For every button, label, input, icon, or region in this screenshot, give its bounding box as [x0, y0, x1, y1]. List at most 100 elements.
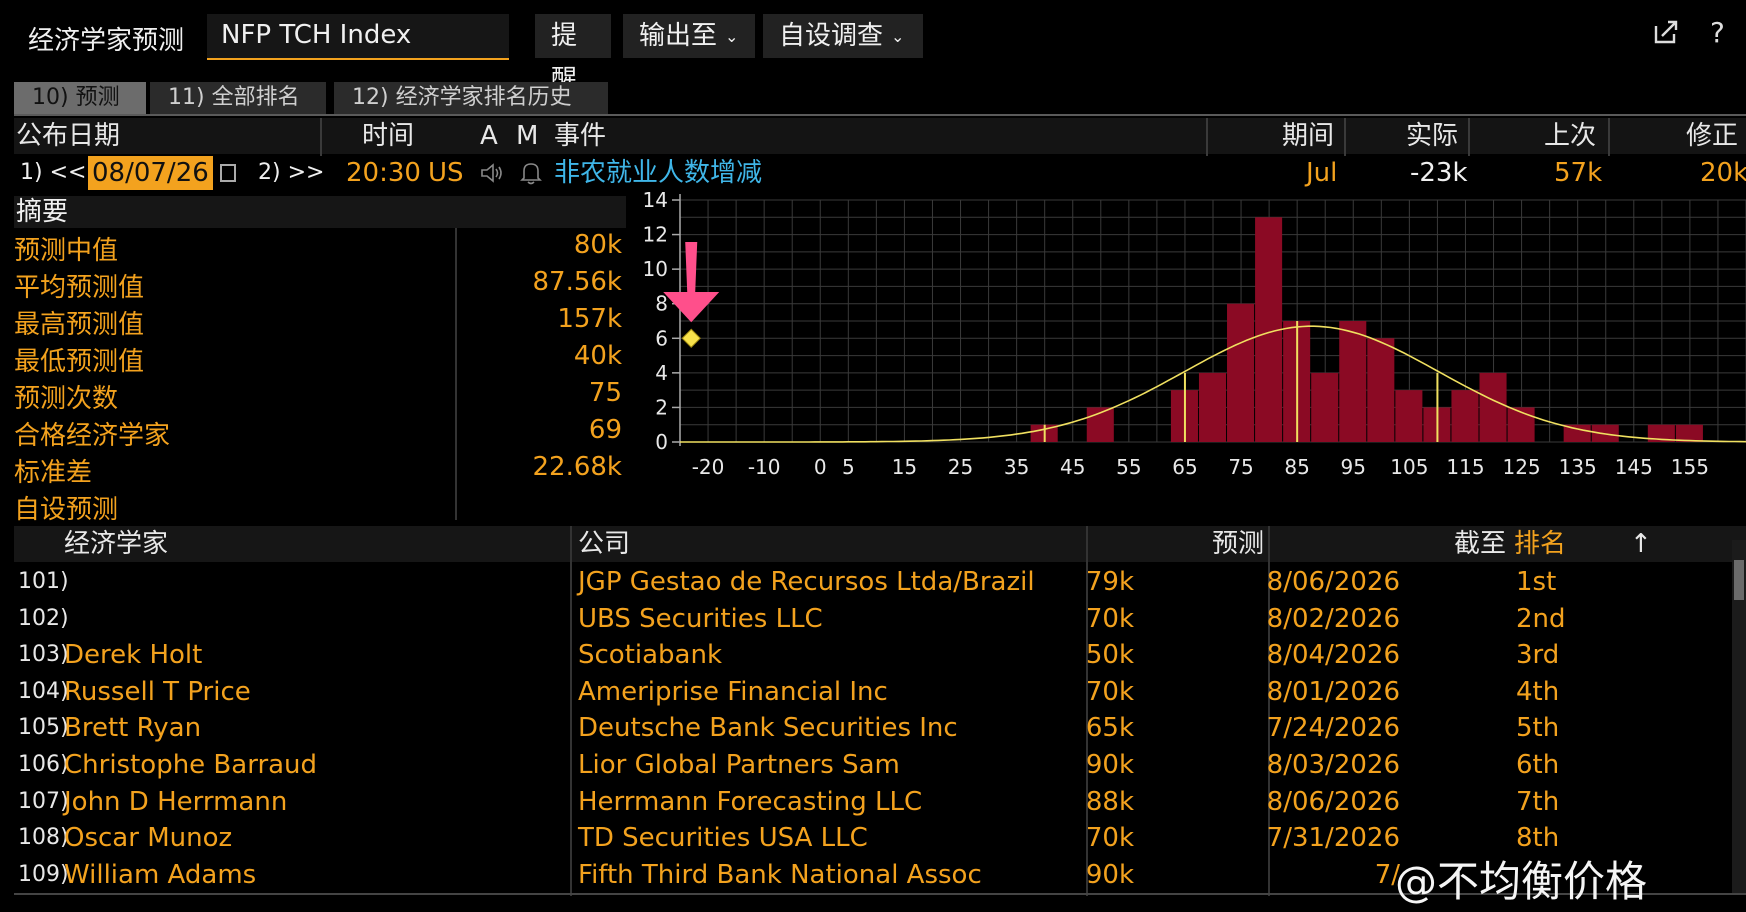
- forecast-value: 50k: [1085, 640, 1134, 671]
- tab-economist-rank-history[interactable]: 12) 经济学家排名历史: [334, 82, 608, 114]
- rank-value: 8th: [1516, 823, 1560, 854]
- firm-name[interactable]: Herrmann Forecasting LLC: [578, 786, 923, 817]
- economist-name[interactable]: Derek Holt: [64, 640, 203, 671]
- rank-value: 7th: [1516, 786, 1560, 817]
- summary-row: 预测中值 80k: [14, 230, 622, 266]
- x-tick-label: -20: [692, 455, 725, 479]
- histogram-bar: [1227, 303, 1255, 442]
- row-number: 105): [18, 715, 69, 741]
- sort-up-icon[interactable]: ↑: [1630, 529, 1652, 559]
- row-number: 106): [18, 752, 69, 777]
- forecast-value: 70k: [1085, 823, 1134, 854]
- firm-name[interactable]: JGP Gestao de Recursos Ltda/Brazil: [578, 567, 1035, 597]
- col-a: A: [480, 121, 498, 151]
- col-m: M: [516, 121, 539, 151]
- y-tick-label: 10: [643, 257, 668, 281]
- firm-name[interactable]: Ameriprise Financial Inc: [578, 676, 888, 707]
- scrollbar-thumb[interactable]: [1734, 560, 1744, 600]
- y-tick-label: 12: [643, 223, 668, 247]
- histogram-bar: [1339, 321, 1367, 442]
- export-dropdown[interactable]: 输出至 ⌄: [623, 14, 755, 58]
- firm-name[interactable]: Lior Global Partners Sam: [578, 750, 900, 780]
- firm-name[interactable]: UBS Securities LLC: [578, 603, 823, 634]
- table-row[interactable]: 101) JGP Gestao de Recursos Ltda/Brazil 79…: [14, 564, 1734, 600]
- economist-name[interactable]: Christophe Barraud: [64, 750, 318, 780]
- y-tick-label: 2: [655, 395, 668, 419]
- bottom-border: [14, 893, 1746, 895]
- table-row[interactable]: 107) John D Herrmann Herrmann Forecasting …: [14, 784, 1734, 820]
- table-row[interactable]: 105) Brett Ryan Deutsche Bank Securities I…: [14, 710, 1734, 746]
- help-icon[interactable]: ?: [1710, 16, 1725, 49]
- remind-button[interactable]: 提醒: [535, 14, 611, 95]
- histogram-bar: [1395, 390, 1423, 442]
- x-tick-label: 0: [814, 455, 827, 479]
- popout-icon[interactable]: [1652, 18, 1680, 53]
- bell-icon[interactable]: [520, 161, 542, 189]
- as-of-date: 8/06/2026: [1266, 567, 1400, 597]
- forecast-value: 79k: [1085, 567, 1134, 597]
- custom-survey-dropdown[interactable]: 自设调查 ⌄: [763, 14, 923, 58]
- tab-all-rankings[interactable]: 11) 全部排名: [150, 82, 326, 114]
- histogram-bar: [1198, 372, 1227, 442]
- firm-name[interactable]: Fifth Third Bank National Assoc: [578, 859, 982, 890]
- col-prior: 上次: [1544, 121, 1597, 151]
- table-row[interactable]: 103) Derek Holt Scotiabank 50k 8/04/2026 3rd: [14, 637, 1734, 673]
- summary-row-custom[interactable]: 自设预测: [14, 495, 119, 525]
- table-row[interactable]: 106) Christophe Barraud Lior Global Partne…: [14, 747, 1734, 783]
- annotation-arrow: [663, 242, 720, 323]
- economist-name[interactable]: John D Herrmann: [64, 786, 288, 817]
- date-input[interactable]: 08/07/26: [88, 156, 213, 190]
- as-of-date: 7/: [1374, 859, 1400, 890]
- rank-value: 2nd: [1516, 603, 1566, 634]
- table-row[interactable]: 109) William Adams Fifth Third Bank Nation…: [14, 857, 1734, 893]
- next-date-button[interactable]: 2) >>: [258, 160, 325, 185]
- prev-date-button[interactable]: 1) <<: [20, 160, 87, 185]
- ticker-input[interactable]: NFP TCH Index: [207, 14, 509, 60]
- firm-name[interactable]: Deutsche Bank Securities Inc: [578, 713, 958, 744]
- economist-name[interactable]: Brett Ryan: [64, 713, 202, 744]
- economist-name[interactable]: William Adams: [64, 859, 257, 890]
- x-tick-label: 5: [842, 455, 855, 479]
- calendar-icon[interactable]: [220, 164, 236, 182]
- as-of-date: 7/24/2026: [1266, 713, 1400, 744]
- event-prior: 57k: [1554, 158, 1603, 188]
- th-forecast[interactable]: 预测: [1212, 529, 1265, 559]
- as-of-date: 8/06/2026: [1266, 786, 1400, 817]
- x-tick-label: 35: [1004, 455, 1029, 479]
- col-actual: 实际: [1406, 121, 1459, 151]
- y-tick-label: 4: [655, 361, 668, 385]
- event-name-link[interactable]: 非农就业人数增减: [554, 158, 763, 188]
- histogram-bar: [1647, 424, 1675, 442]
- table-row[interactable]: 102) UBS Securities LLC 70k 8/02/2026 2nd: [14, 601, 1734, 637]
- x-tick-label: 125: [1502, 455, 1540, 479]
- table-row[interactable]: 104) Russell T Price Ameriprise Financial …: [14, 674, 1734, 710]
- th-rank[interactable]: 排名: [1514, 529, 1567, 559]
- divider: [1268, 526, 1270, 896]
- tab-forecast[interactable]: 10) 预测: [14, 82, 146, 114]
- summary-row: 合格经济学家 69: [14, 415, 622, 451]
- economist-name[interactable]: Russell T Price: [64, 676, 251, 707]
- firm-name[interactable]: TD Securities USA LLC: [578, 823, 868, 854]
- economist-name[interactable]: Oscar Munoz: [64, 823, 233, 854]
- vertical-scrollbar[interactable]: [1732, 540, 1746, 895]
- x-tick-label: 15: [892, 455, 917, 479]
- divider: [570, 526, 572, 896]
- summary-title: 摘要: [16, 197, 69, 227]
- table-row[interactable]: 108) Oscar Munoz TD Securities USA LLC 70k 7…: [14, 820, 1734, 856]
- forecast-value: 70k: [1085, 603, 1134, 634]
- th-economist[interactable]: 经济学家: [64, 529, 169, 559]
- x-tick-label: 75: [1228, 455, 1253, 479]
- as-of-date: 8/04/2026: [1266, 640, 1400, 671]
- forecast-value: 90k: [1085, 750, 1134, 780]
- speaker-icon[interactable]: [480, 162, 506, 188]
- summary-row: 平均预测值 87.56k: [14, 267, 622, 303]
- th-firm[interactable]: 公司: [578, 529, 631, 559]
- event-actual: -23k: [1410, 158, 1468, 188]
- event-header-row: 公布日期 时间 A M 事件 期间 实际 上次 修正: [14, 118, 1746, 190]
- x-tick-label: 95: [1341, 455, 1366, 479]
- firm-name[interactable]: Scotiabank: [578, 640, 723, 671]
- histogram-bar: [1563, 424, 1591, 442]
- summary-row: 标准差 22.68k: [14, 452, 622, 488]
- th-as-of[interactable]: 截至: [1454, 529, 1507, 559]
- x-tick-label: 25: [948, 455, 973, 479]
